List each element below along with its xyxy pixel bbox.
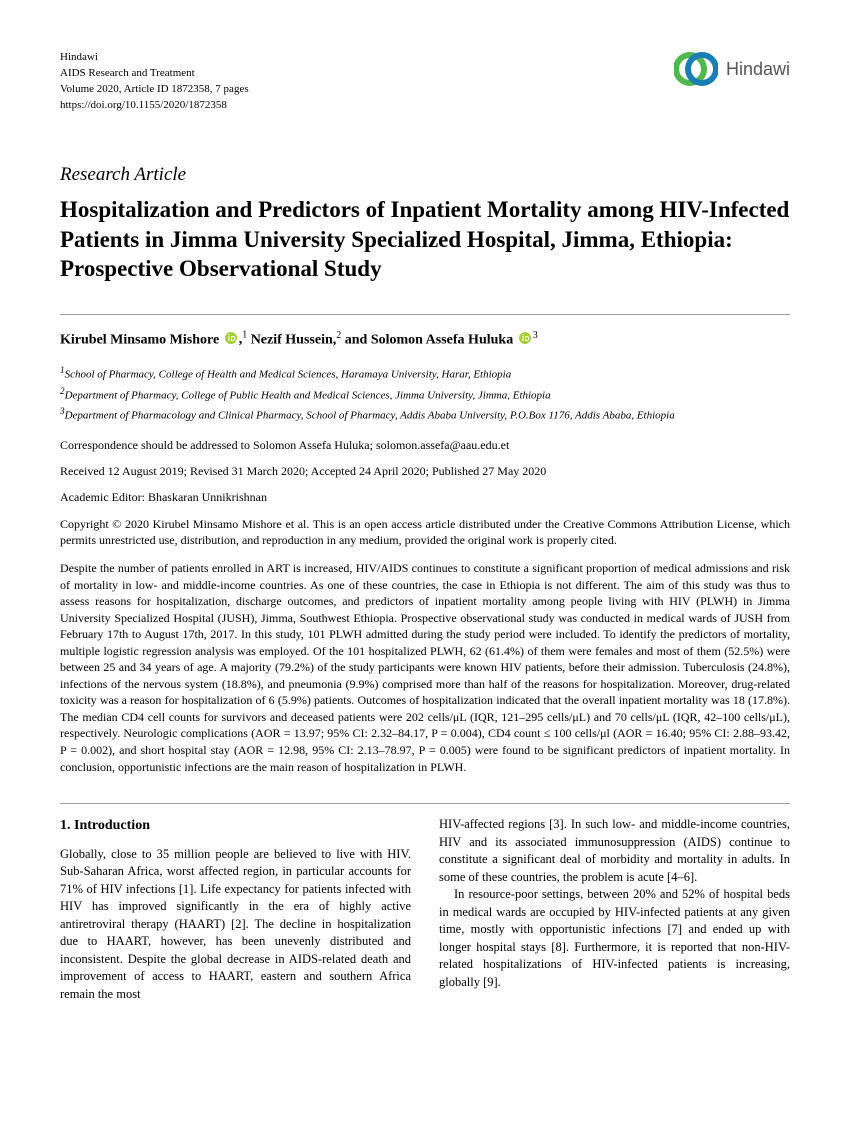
affiliation-1: 1School of Pharmacy, College of Health a…: [60, 364, 790, 384]
body-paragraph: Globally, close to 35 million people are…: [60, 846, 411, 1004]
author-2-sup: 2: [336, 330, 341, 341]
publication-dates: Received 12 August 2019; Revised 31 Marc…: [60, 463, 790, 479]
divider: [60, 314, 790, 315]
copyright-notice: Copyright © 2020 Kirubel Minsamo Mishore…: [60, 516, 790, 548]
publication-meta: Hindawi AIDS Research and Treatment Volu…: [60, 50, 249, 114]
publisher-logo: Hindawi: [674, 50, 790, 88]
column-left: 1. Introduction Globally, close to 35 mi…: [60, 816, 411, 1003]
body-paragraph: HIV-affected regions [3]. In such low- a…: [439, 816, 790, 886]
doi-url[interactable]: https://doi.org/10.1155/2020/1872358: [60, 98, 249, 114]
page-header: Hindawi AIDS Research and Treatment Volu…: [60, 50, 790, 114]
author-1-sup: ,1: [239, 332, 248, 347]
journal-name: AIDS Research and Treatment: [60, 66, 249, 82]
affiliation-2: 2Department of Pharmacy, College of Publ…: [60, 385, 790, 405]
volume-line: Volume 2020, Article ID 1872358, 7 pages: [60, 82, 249, 98]
publisher-logo-text: Hindawi: [726, 57, 790, 81]
author-1: Kirubel Minsamo Mishore: [60, 332, 219, 347]
publisher-name: Hindawi: [60, 50, 249, 66]
orcid-icon[interactable]: [225, 332, 237, 344]
abstract: Despite the number of patients enrolled …: [60, 560, 790, 775]
author-list: Kirubel Minsamo Mishore ,1 Nezif Hussein…: [60, 329, 790, 351]
affiliation-3: 3Department of Pharmacology and Clinical…: [60, 405, 790, 425]
hindawi-logo-icon: [674, 50, 718, 88]
section-heading: 1. Introduction: [60, 816, 411, 836]
article-type: Research Article: [60, 162, 790, 188]
academic-editor: Academic Editor: Bhaskaran Unnikrishnan: [60, 489, 790, 505]
author-3-sup: 3: [533, 330, 538, 341]
body-columns: 1. Introduction Globally, close to 35 mi…: [60, 816, 790, 1003]
article-title: Hospitalization and Predictors of Inpati…: [60, 195, 790, 283]
author-2: Nezif Hussein,: [251, 332, 337, 347]
column-right: HIV-affected regions [3]. In such low- a…: [439, 816, 790, 1003]
divider: [60, 803, 790, 804]
affiliations: 1School of Pharmacy, College of Health a…: [60, 364, 790, 425]
correspondence: Correspondence should be addressed to So…: [60, 437, 790, 453]
author-and: and Solomon Assefa Huluka: [345, 332, 513, 347]
orcid-icon[interactable]: [519, 332, 531, 344]
body-paragraph: In resource-poor settings, between 20% a…: [439, 886, 790, 991]
